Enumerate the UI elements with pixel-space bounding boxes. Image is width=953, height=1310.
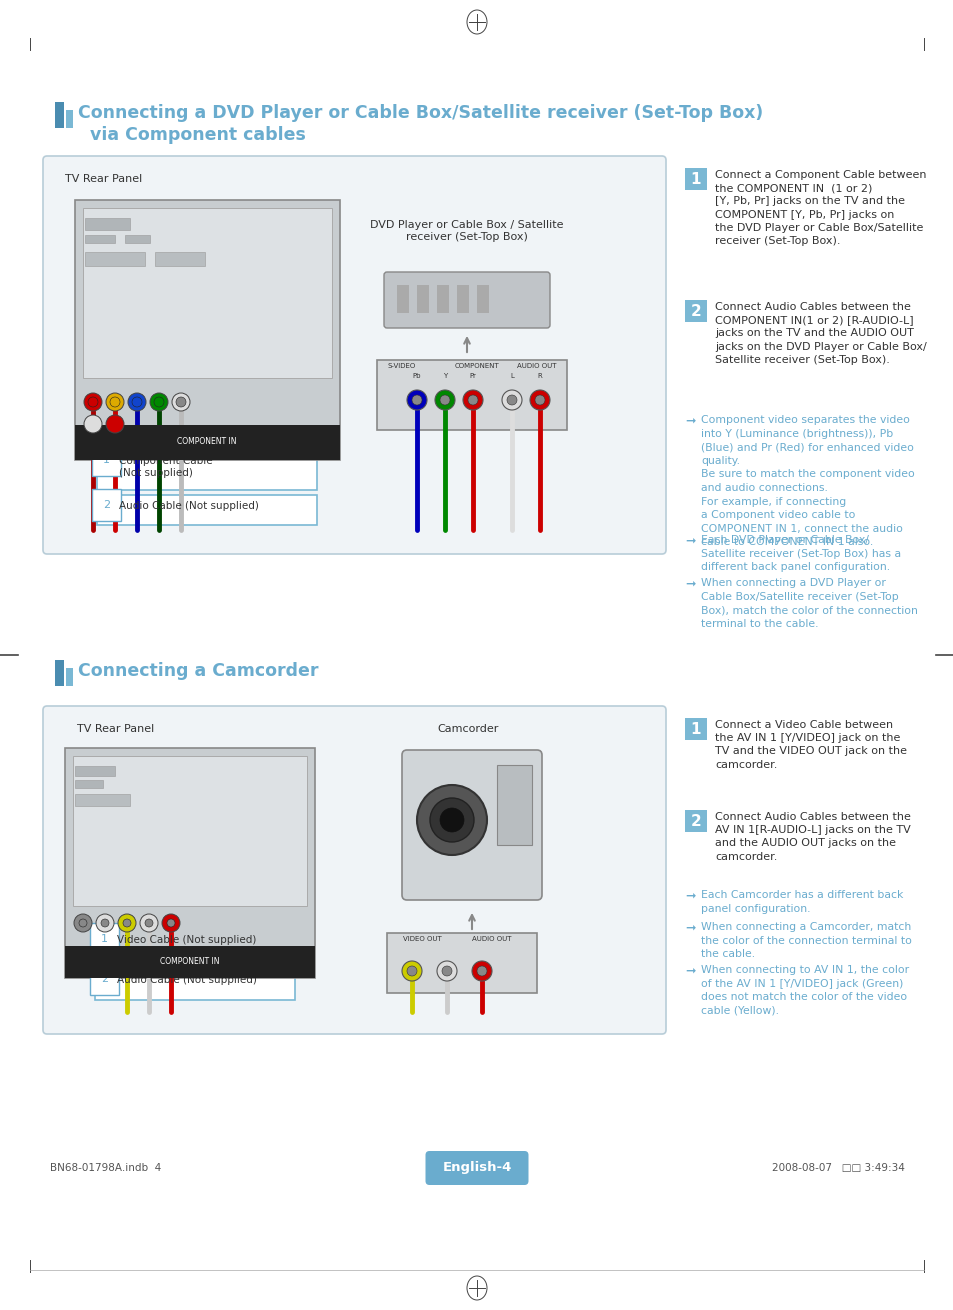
Circle shape [416, 785, 486, 855]
Circle shape [407, 965, 416, 976]
Bar [125, 234, 150, 242]
Text: Connect Audio Cables between the
COMPONENT IN(1 or 2) [R-AUDIO-L]
jacks on the T: Connect Audio Cables between the COMPONE… [714, 303, 925, 364]
Circle shape [401, 962, 421, 981]
Circle shape [430, 798, 474, 842]
Circle shape [439, 808, 463, 832]
Text: 2: 2 [103, 500, 110, 510]
Bar [476, 286, 489, 313]
Circle shape [412, 396, 421, 405]
Bar [95, 930, 294, 965]
Text: COMPONENT IN: COMPONENT IN [177, 438, 236, 447]
Circle shape [132, 397, 142, 407]
Text: When connecting a Camcorder, match
the color of the connection terminal to
the c: When connecting a Camcorder, match the c… [700, 922, 911, 959]
Bar [55, 102, 64, 128]
Bar [75, 794, 130, 806]
Bar [95, 969, 294, 1000]
Circle shape [84, 393, 102, 411]
Circle shape [439, 396, 450, 405]
Text: DVD Player or Cable Box / Satellite
receiver (Set-Top Box): DVD Player or Cable Box / Satellite rece… [370, 220, 563, 241]
Bar [85, 234, 115, 242]
Bar [65, 946, 314, 979]
Bar [376, 360, 566, 430]
Circle shape [96, 914, 113, 931]
Circle shape [172, 393, 190, 411]
Text: ➞: ➞ [684, 578, 695, 591]
Text: Connect Audio Cables between the
AV IN 1[R-AUDIO-L] jacks on the TV
and the AUDI: Connect Audio Cables between the AV IN 1… [714, 812, 910, 862]
Circle shape [145, 920, 152, 927]
FancyBboxPatch shape [43, 706, 665, 1034]
FancyBboxPatch shape [425, 1151, 528, 1186]
Circle shape [101, 920, 109, 927]
Text: R: R [537, 373, 542, 379]
Bar [97, 495, 316, 525]
Bar [436, 286, 449, 313]
Circle shape [530, 390, 550, 410]
Text: Connect a Video Cable between
the AV IN 1 [Y/VIDEO] jack on the
TV and the VIDEO: Connect a Video Cable between the AV IN … [714, 721, 906, 769]
Text: Pr: Pr [469, 373, 476, 379]
Bar [684, 300, 706, 322]
Text: Connect a Component Cable between
the COMPONENT IN  (1 or 2)
[Y, Pb, Pr] jacks o: Connect a Component Cable between the CO… [714, 170, 925, 246]
Circle shape [175, 397, 186, 407]
Text: VIDEO OUT: VIDEO OUT [402, 937, 441, 942]
Bar [85, 217, 130, 231]
FancyBboxPatch shape [43, 156, 665, 554]
Text: Video Cable (Not supplied): Video Cable (Not supplied) [117, 935, 256, 945]
Text: 1: 1 [101, 934, 108, 945]
FancyBboxPatch shape [401, 751, 541, 900]
Circle shape [535, 396, 544, 405]
Text: When connecting a DVD Player or
Cable Box/Satellite receiver (Set-Top
Box), matc: When connecting a DVD Player or Cable Bo… [700, 578, 917, 629]
Text: ➞: ➞ [684, 965, 695, 979]
Bar [75, 200, 339, 460]
Text: 2: 2 [101, 975, 108, 984]
FancyBboxPatch shape [384, 272, 550, 328]
Text: When connecting to AV IN 1, the color
of the AV IN 1 [Y/VIDEO] jack (Green)
does: When connecting to AV IN 1, the color of… [700, 965, 908, 1015]
Text: Connecting a DVD Player or Cable Box/Satellite receiver (Set-Top Box): Connecting a DVD Player or Cable Box/Sat… [78, 103, 762, 122]
Text: ➞: ➞ [684, 889, 695, 903]
Bar [684, 718, 706, 740]
Text: AUDIO OUT: AUDIO OUT [517, 363, 557, 369]
Text: 2008-08-07   □□ 3:49:34: 2008-08-07 □□ 3:49:34 [771, 1163, 904, 1172]
Text: TV Rear Panel: TV Rear Panel [77, 724, 154, 734]
Text: Audio Cable (Not supplied): Audio Cable (Not supplied) [117, 975, 256, 985]
Text: Component video separates the video
into Y (Luminance (brightness)), Pb
(Blue) a: Component video separates the video into… [700, 415, 914, 548]
Circle shape [123, 920, 131, 927]
Circle shape [441, 965, 452, 976]
Circle shape [150, 393, 168, 411]
Circle shape [140, 914, 158, 931]
Text: AUDIO OUT: AUDIO OUT [472, 937, 511, 942]
Circle shape [79, 920, 87, 927]
Bar [97, 451, 316, 490]
Text: via Component cables: via Component cables [78, 126, 306, 144]
Circle shape [407, 390, 427, 410]
Text: Y: Y [442, 373, 447, 379]
Circle shape [106, 393, 124, 411]
Text: L: L [510, 373, 514, 379]
Circle shape [167, 920, 174, 927]
Circle shape [153, 397, 164, 407]
Circle shape [84, 415, 102, 434]
Circle shape [162, 914, 180, 931]
Text: ➞: ➞ [684, 534, 695, 548]
Text: ➞: ➞ [684, 415, 695, 428]
Circle shape [118, 914, 136, 931]
Bar [387, 933, 537, 993]
Text: Audio Cable (Not supplied): Audio Cable (Not supplied) [119, 500, 258, 511]
Circle shape [462, 390, 482, 410]
Text: English-4: English-4 [442, 1162, 511, 1175]
Text: Each Camcorder has a different back
panel configuration.: Each Camcorder has a different back pane… [700, 889, 902, 913]
Circle shape [106, 415, 124, 434]
Text: COMPONENT IN: COMPONENT IN [160, 958, 219, 967]
Text: 1: 1 [690, 172, 700, 186]
Circle shape [128, 393, 146, 411]
Bar [396, 286, 409, 313]
Bar [684, 168, 706, 190]
Text: 1: 1 [103, 455, 110, 465]
Circle shape [476, 965, 486, 976]
Bar [75, 424, 339, 460]
Text: Component Cable
(Not supplied): Component Cable (Not supplied) [119, 456, 213, 478]
Bar [66, 110, 73, 128]
Bar [497, 765, 532, 845]
Circle shape [468, 396, 477, 405]
Circle shape [88, 397, 98, 407]
Bar [75, 766, 115, 776]
